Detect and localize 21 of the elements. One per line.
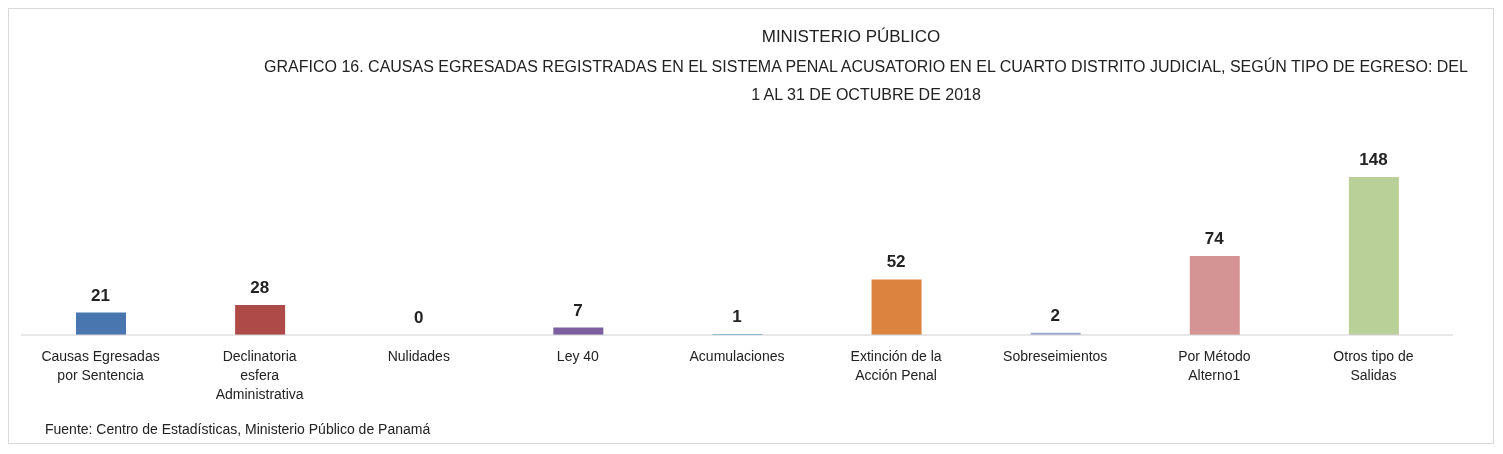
data-label: 1 xyxy=(732,306,742,326)
x-tick-label: Extinción de la Acción Penal xyxy=(850,348,942,383)
x-tick-label: Declinatoria esfera Administrativa xyxy=(215,348,304,402)
data-label: 52 xyxy=(886,252,906,272)
source-note: Fuente: Centro de Estadísticas, Ministerio Público de Panamá xyxy=(45,421,431,437)
x-tick-label: Ley 40 xyxy=(556,348,600,364)
x-tick-label: Nulidades xyxy=(387,348,450,364)
data-label: 2 xyxy=(1050,305,1060,325)
x-tick-label: Otros tipo de Salidas xyxy=(1333,348,1414,383)
data-label: 21 xyxy=(91,285,111,305)
x-tick-label: Sobreseimientos xyxy=(1003,348,1108,364)
data-label: 28 xyxy=(250,278,270,298)
chart-title: MINISTERIO PÚBLICO xyxy=(760,27,942,47)
x-tick-label: Causas Egresadas por Sentencia xyxy=(41,348,160,383)
chart-subtitle: GRAFICO 16. CAUSAS EGRESADAS REGISTRADAS EN EL SISTEMA PENAL ACUSATORIO EN EL CUARTO DISTRITO JUDICIAL, SEGÚN TIPO DE EGRESO: DEL 1 AL 31 DE OCTUBRE DE 2018 xyxy=(264,58,1468,103)
x-tick-label: Acumulaciones xyxy=(689,348,785,364)
x-tick-label: Por Método Alterno1 xyxy=(1178,348,1251,383)
data-label: 0 xyxy=(414,308,424,327)
data-label: 148 xyxy=(1359,150,1388,169)
data-label: 74 xyxy=(1204,229,1225,248)
data-label: 7 xyxy=(573,300,583,320)
